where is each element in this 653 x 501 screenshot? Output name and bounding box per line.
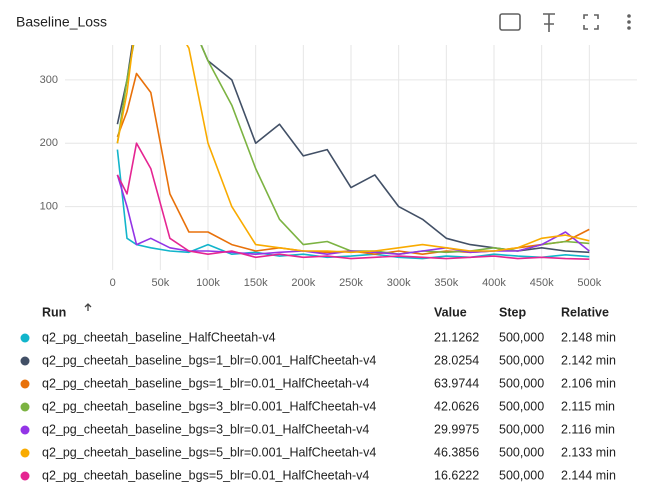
- table-cell: 500,000: [499, 422, 544, 436]
- sort-arrow[interactable]: [84, 303, 92, 311]
- pin-icon[interactable]: [543, 13, 555, 32]
- menu-icon[interactable]: [627, 14, 631, 30]
- run-color-dot: [20, 425, 30, 435]
- y-tick-label: 300: [40, 74, 58, 86]
- table-cell: q2_pg_cheetah_baseline_bgs=3_blr=0.01_Ha…: [42, 422, 369, 436]
- expand-icon[interactable]: [583, 14, 599, 30]
- x-tick-label: 500k: [577, 277, 601, 289]
- x-tick-label: 450k: [530, 277, 554, 289]
- table-cell: 500,000: [499, 376, 544, 390]
- table-cell: 2.148 min: [561, 330, 616, 344]
- table-cell: 2.116 min: [561, 422, 615, 436]
- plot: [116, 45, 590, 260]
- table-cell: 2.115 min: [561, 399, 615, 413]
- x-tick-label: 0: [110, 277, 116, 289]
- series-line: [116, 45, 590, 254]
- grid: [65, 45, 637, 270]
- table-cell: q2_pg_cheetah_baseline_HalfCheetah-v4: [42, 330, 276, 344]
- table-cell: 29.9975: [434, 422, 479, 436]
- column-header: Value: [434, 305, 467, 319]
- series-line: [116, 142, 590, 260]
- run-color-dot: [20, 402, 30, 412]
- series-line: [116, 45, 590, 254]
- x-tick-label: 350k: [434, 277, 458, 289]
- x-tick-label: 250k: [339, 277, 363, 289]
- series-line: [116, 149, 590, 260]
- table-cell: q2_pg_cheetah_baseline_bgs=1_blr=0.001_H…: [42, 353, 376, 367]
- table-cell: 21.1262: [434, 330, 479, 344]
- table-cell: q2_pg_cheetah_baseline_bgs=5_blr=0.001_H…: [42, 445, 376, 459]
- table-cell: 500,000: [499, 399, 544, 413]
- run-color-dot: [20, 448, 30, 458]
- x-tick-label: 50k: [151, 277, 169, 289]
- table-cell: 63.9744: [434, 376, 479, 390]
- table-cell: 2.106 min: [561, 376, 616, 390]
- run-color-dot: [20, 333, 30, 343]
- chart-title: Baseline_Loss: [16, 14, 107, 30]
- table-cell: 500,000: [499, 468, 544, 482]
- run-color-dot: [20, 471, 30, 481]
- table-cell: 2.142 min: [561, 353, 616, 367]
- x-tick-label: 300k: [387, 277, 411, 289]
- table-cell: 2.144 min: [561, 468, 616, 482]
- y-tick-label: 200: [40, 137, 58, 149]
- column-header: Run: [42, 305, 66, 319]
- table-cell: q2_pg_cheetah_baseline_bgs=5_blr=0.01_Ha…: [42, 468, 369, 482]
- table-cell: 42.0626: [434, 399, 479, 413]
- table-cell: 2.133 min: [561, 445, 616, 459]
- table: Run Value Step Relative q2_pg_cheetah_baseli…: [20, 305, 616, 482]
- fit-icon[interactable]: [499, 13, 521, 31]
- table-cell: q2_pg_cheetah_baseline_bgs=1_blr=0.01_Ha…: [42, 376, 369, 390]
- x-tick-label: 150k: [244, 277, 268, 289]
- series-line: [116, 72, 590, 255]
- run-color-dot: [20, 379, 30, 389]
- series-line: [116, 174, 590, 255]
- toolbar: [499, 13, 631, 32]
- x-tick-label: 100k: [196, 277, 220, 289]
- table-cell: 500,000: [499, 445, 544, 459]
- table-cell: 500,000: [499, 353, 544, 367]
- axes: 0 50k 100k 150k 200k 250k 300k 350k 400k 450k 500k…: [40, 74, 602, 289]
- y-tick-label: 100: [40, 201, 58, 213]
- run-color-dot: [20, 356, 30, 366]
- table-cell: 16.6222: [434, 468, 479, 482]
- x-tick-label: 400k: [482, 277, 506, 289]
- table-cell: 46.3856: [434, 445, 479, 459]
- x-tick-label: 200k: [291, 277, 315, 289]
- table-cell: q2_pg_cheetah_baseline_bgs=3_blr=0.001_H…: [42, 399, 376, 413]
- table-cell: 500,000: [499, 330, 544, 344]
- column-header: Step: [499, 305, 526, 319]
- table-cell: 28.0254: [434, 353, 479, 367]
- series-line: [116, 45, 590, 255]
- column-header: Relative: [561, 305, 609, 319]
